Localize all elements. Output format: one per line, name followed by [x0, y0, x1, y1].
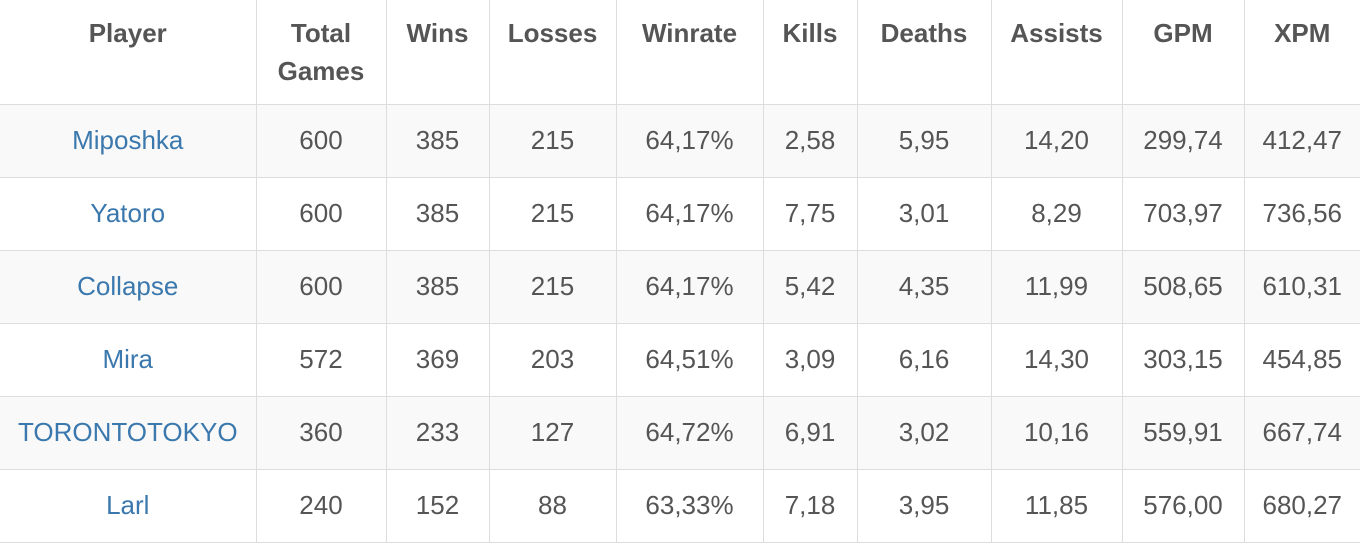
column-header: Winrate — [615, 0, 764, 105]
stat-cell: 6,91 — [762, 395, 858, 470]
player-link[interactable]: Collapse — [77, 271, 179, 301]
stat-cell: 610,31 — [1243, 249, 1360, 324]
stat-cell: 64,51% — [615, 322, 764, 397]
stat-cell: 600 — [255, 249, 387, 324]
stat-cell: 215 — [488, 103, 617, 178]
column-header: Deaths — [856, 0, 992, 105]
stat-cell: 64,17% — [615, 176, 764, 251]
stat-cell: 2,58 — [762, 103, 858, 178]
stat-cell: 11,85 — [990, 468, 1123, 543]
stat-cell: 360 — [255, 395, 387, 470]
header-row: Player Total Games Wins Losses Winrate Kills D… — [0, 0, 1360, 105]
player-cell: TORONTOTOKYO — [0, 395, 257, 470]
table-row: Miposhka 600 385 215 64,17% 2,58 5,95 14,20 299,… — [0, 103, 1360, 178]
stat-cell: 600 — [255, 176, 387, 251]
stat-cell: 11,99 — [990, 249, 1123, 324]
stat-cell: 299,74 — [1121, 103, 1245, 178]
stat-cell: 215 — [488, 249, 617, 324]
stat-cell: 64,17% — [615, 249, 764, 324]
stat-cell: 6,16 — [856, 322, 992, 397]
stat-cell: 233 — [385, 395, 490, 470]
table-row: Mira 572 369 203 64,51% 3,09 6,16 14,30 303,15 45… — [0, 322, 1360, 397]
stat-cell: 680,27 — [1243, 468, 1360, 543]
player-link[interactable]: Larl — [106, 490, 150, 520]
player-cell: Yatoro — [0, 176, 257, 251]
stat-cell: 412,47 — [1243, 103, 1360, 178]
table-row: Collapse 600 385 215 64,17% 5,42 4,35 11,99 508,… — [0, 249, 1360, 324]
column-header: Losses — [488, 0, 617, 105]
table-row: Larl 240 152 88 63,33% 7,18 3,95 11,85 576,00 680… — [0, 468, 1360, 543]
player-link[interactable]: Yatoro — [90, 198, 166, 228]
player-cell: Larl — [0, 468, 257, 543]
stat-cell: 559,91 — [1121, 395, 1245, 470]
stat-cell: 63,33% — [615, 468, 764, 543]
table-row: TORONTOTOKYO 360 233 127 64,72% 6,91 3,02 10,16… — [0, 395, 1360, 470]
stat-cell: 152 — [385, 468, 490, 543]
stat-cell: 385 — [385, 176, 490, 251]
column-header: Assists — [990, 0, 1123, 105]
stat-cell: 3,09 — [762, 322, 858, 397]
player-cell: Miposhka — [0, 103, 257, 178]
stat-cell: 3,02 — [856, 395, 992, 470]
stat-cell: 14,30 — [990, 322, 1123, 397]
player-link[interactable]: Mira — [102, 344, 154, 374]
stat-cell: 736,56 — [1243, 176, 1360, 251]
column-header: XPM — [1243, 0, 1360, 105]
column-header: Kills — [762, 0, 858, 105]
column-header: Player — [0, 0, 257, 105]
player-link[interactable]: TORONTOTOKYO — [17, 417, 238, 447]
stat-cell: 3,01 — [856, 176, 992, 251]
player-cell: Collapse — [0, 249, 257, 324]
stat-cell: 508,65 — [1121, 249, 1245, 324]
stat-cell: 369 — [385, 322, 490, 397]
column-header: Wins — [385, 0, 490, 105]
stat-cell: 5,42 — [762, 249, 858, 324]
player-cell: Mira — [0, 322, 257, 397]
stat-cell: 240 — [255, 468, 387, 543]
table-header: Player Total Games Wins Losses Winrate Kills D… — [0, 0, 1360, 105]
stat-cell: 5,95 — [856, 103, 992, 178]
stat-cell: 203 — [488, 322, 617, 397]
table-row: Yatoro 600 385 215 64,17% 7,75 3,01 8,29 703,97 7… — [0, 176, 1360, 251]
player-link[interactable]: Miposhka — [72, 125, 184, 155]
stat-cell: 703,97 — [1121, 176, 1245, 251]
stat-cell: 88 — [488, 468, 617, 543]
stat-cell: 385 — [385, 249, 490, 324]
stat-cell: 667,74 — [1243, 395, 1360, 470]
stat-cell: 4,35 — [856, 249, 992, 324]
column-header: Total Games — [255, 0, 387, 105]
stat-cell: 7,18 — [762, 468, 858, 543]
stat-cell: 10,16 — [990, 395, 1123, 470]
stat-cell: 14,20 — [990, 103, 1123, 178]
stat-cell: 3,95 — [856, 468, 992, 543]
stat-cell: 127 — [488, 395, 617, 470]
stat-cell: 385 — [385, 103, 490, 178]
stat-cell: 303,15 — [1121, 322, 1245, 397]
stat-cell: 572 — [255, 322, 387, 397]
stat-cell: 7,75 — [762, 176, 858, 251]
table-body: Miposhka 600 385 215 64,17% 2,58 5,95 14,20 299,… — [0, 103, 1360, 543]
stat-cell: 576,00 — [1121, 468, 1245, 543]
stat-cell: 600 — [255, 103, 387, 178]
stat-cell: 215 — [488, 176, 617, 251]
stat-cell: 454,85 — [1243, 322, 1360, 397]
stat-cell: 64,17% — [615, 103, 764, 178]
column-header: GPM — [1121, 0, 1245, 105]
stat-cell: 64,72% — [615, 395, 764, 470]
stat-cell: 8,29 — [990, 176, 1123, 251]
